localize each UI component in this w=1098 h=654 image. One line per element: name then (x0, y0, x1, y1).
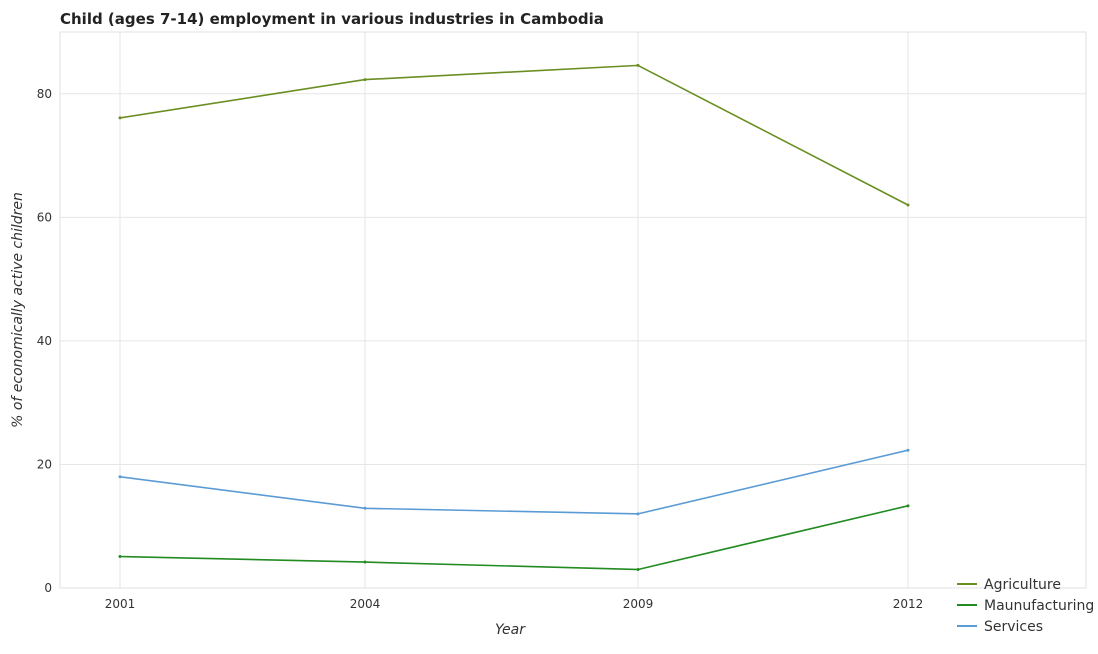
y-axis-label: % of economically active children (10, 192, 26, 428)
data-point-services-2009 (636, 512, 640, 516)
data-point-services-2004 (363, 506, 367, 510)
plot-frame (59, 31, 1087, 589)
data-point-agriculture-2009 (636, 63, 640, 67)
x-tick-label: 2009 (623, 597, 654, 611)
series-lines (118, 63, 910, 571)
data-point-services-2012 (906, 448, 910, 452)
x-axis-label: Year (495, 622, 526, 638)
data-point-maunufacturing-2012 (906, 504, 910, 508)
legend-label: Agriculture (984, 577, 1061, 593)
data-point-maunufacturing-2009 (636, 567, 640, 571)
y-tick-label: 40 (37, 334, 52, 348)
data-point-services-2001 (118, 475, 122, 479)
x-tick-label: 2001 (105, 597, 136, 611)
y-tick-label: 20 (37, 457, 52, 471)
axis-ticks: 0 20 40 60 80 2001 2004 2009 2012 (37, 87, 924, 611)
data-point-maunufacturing-2001 (118, 554, 122, 558)
grid (60, 32, 1086, 589)
data-point-agriculture-2004 (363, 78, 367, 82)
chart-title: Child (ages 7-14) employment in various … (60, 10, 604, 28)
y-tick-label: 80 (37, 87, 52, 101)
data-point-maunufacturing-2004 (363, 560, 367, 564)
series-line-services (119, 449, 909, 515)
data-point-agriculture-2012 (906, 203, 910, 207)
series-line-maunufacturing (119, 504, 909, 571)
y-tick-label: 60 (37, 210, 52, 224)
data-point-agriculture-2001 (118, 116, 122, 120)
legend-label: Maunufacturing (984, 598, 1094, 614)
legend-label: Services (984, 619, 1043, 635)
x-tick-label: 2004 (350, 597, 381, 611)
legend: Agriculture Maunufacturing Services (957, 577, 1094, 635)
x-tick-label: 2012 (893, 597, 924, 611)
y-tick-label: 0 (44, 581, 52, 595)
series-line-agriculture (119, 64, 909, 206)
